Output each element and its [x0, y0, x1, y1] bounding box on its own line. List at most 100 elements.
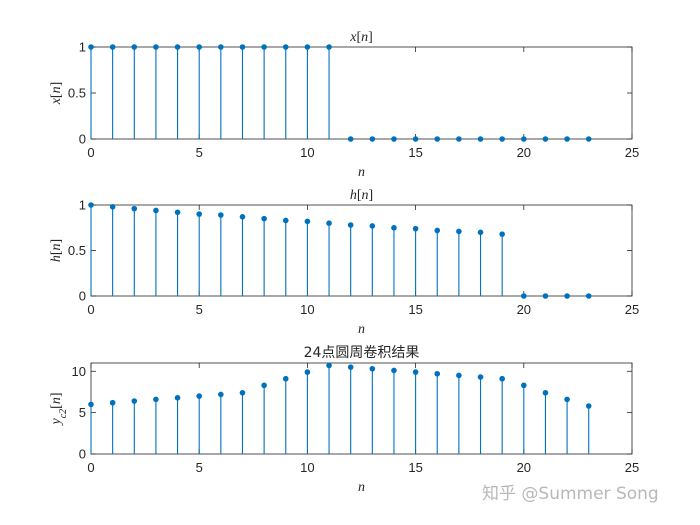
y-tick-label: 0	[79, 132, 86, 147]
watermark-text: 知乎 @Summer Song	[482, 484, 659, 504]
stem-marker	[239, 214, 246, 220]
stem-marker	[456, 136, 462, 142]
stem-marker	[261, 44, 267, 50]
stem-marker	[499, 375, 505, 382]
stem-marker	[564, 136, 570, 142]
y-axis-label: x[n]	[49, 82, 64, 106]
stem-marker	[261, 215, 267, 222]
y-axis-label: h[n]	[49, 239, 64, 262]
stem-marker	[347, 222, 354, 228]
x-tick-label: 20	[517, 145, 531, 160]
x-tick-label: 25	[625, 460, 639, 475]
x-tick-label: 10	[300, 145, 314, 160]
stem-marker	[521, 136, 527, 142]
subplots-group: 0 5 10 15 20 25 0 0.5 1 x[n] n x[n] 0 5 10 15 20 25 0 0.5 1 h…	[49, 30, 639, 495]
stem-marker	[521, 382, 527, 389]
stem-marker	[88, 401, 94, 408]
stem-marker	[174, 394, 181, 401]
subplot-title: x[n]	[349, 30, 373, 45]
subplot-title: h[n]	[350, 188, 373, 203]
stem-marker	[412, 136, 419, 142]
stem-marker	[304, 218, 311, 225]
stem-marker	[542, 293, 549, 299]
stem-marker	[109, 44, 116, 50]
x-tick-label: 5	[196, 145, 203, 160]
x-axis-label: n	[358, 165, 365, 180]
stem-marker	[304, 44, 311, 50]
x-tick-label: 0	[87, 302, 94, 317]
stem-marker	[131, 205, 138, 212]
stem-marker	[477, 136, 484, 142]
axes-frame	[90, 46, 633, 140]
stem-marker	[196, 393, 202, 399]
x-tick-label: 0	[87, 460, 94, 475]
stem-marker	[109, 399, 116, 406]
stem-marker	[326, 220, 332, 226]
x-axis-label: n	[358, 322, 365, 337]
x-tick-label: 5	[196, 302, 203, 317]
stem-marker	[153, 396, 159, 403]
stem-marker	[131, 44, 138, 50]
subplot-3: 0 5 10 15 20 25 0 5 10 24点圆周卷积结果 n yc2[n]	[49, 345, 639, 495]
subplot-2: 0 5 10 15 20 25 0 0.5 1 h[n] n h[n]	[49, 188, 639, 337]
stem-marker	[585, 403, 592, 409]
x-tick-label: 25	[625, 145, 639, 160]
stem-marker	[282, 44, 289, 50]
x-tick-label: 20	[517, 460, 531, 475]
axes-frame	[90, 362, 633, 455]
stem-marker	[261, 382, 267, 389]
stem-marker	[153, 207, 159, 214]
stem-marker	[412, 225, 419, 232]
stem-marker	[282, 217, 289, 224]
axes-frame	[90, 204, 633, 297]
stem-marker	[477, 374, 484, 380]
y-tick-label: 0.5	[68, 243, 86, 258]
y-tick-label: 5	[79, 405, 86, 420]
x-tick-label: 25	[625, 302, 639, 317]
stem-marker	[239, 44, 246, 50]
stem-marker	[391, 136, 397, 142]
stem-marker	[239, 389, 246, 396]
stem-marker	[564, 293, 570, 299]
subplot-1: 0 5 10 15 20 25 0 0.5 1 x[n] n x[n]	[49, 30, 639, 180]
stem-marker	[434, 370, 441, 377]
stem-marker	[391, 367, 397, 374]
stem-marker	[326, 362, 332, 369]
stem-marker	[196, 211, 202, 217]
y-tick-label: 0	[79, 289, 86, 304]
stem-marker	[412, 369, 419, 375]
x-tick-label: 10	[300, 460, 314, 475]
x-tick-label: 15	[408, 145, 422, 160]
x-tick-label: 5	[196, 460, 203, 475]
x-axis-label: n	[358, 480, 365, 495]
stem-marker	[434, 136, 441, 142]
x-tick-label: 20	[517, 302, 531, 317]
stem-marker	[347, 136, 354, 142]
stem-marker	[456, 228, 462, 235]
stem-marker	[131, 398, 138, 404]
stem-marker	[153, 44, 159, 50]
y-tick-label: 1	[79, 198, 86, 213]
stem-marker	[347, 364, 354, 370]
stem-marker	[585, 136, 592, 142]
x-tick-label: 0	[87, 145, 94, 160]
stem-marker	[88, 202, 94, 208]
stem-marker	[391, 224, 397, 231]
subplot-title: 24点圆周卷积结果	[304, 345, 420, 361]
stem-marker	[282, 375, 289, 382]
stem-marker	[326, 44, 332, 50]
x-tick-label: 15	[408, 460, 422, 475]
stem-marker	[564, 396, 570, 403]
stem-marker	[542, 389, 549, 396]
y-tick-label: 10	[72, 364, 86, 379]
stem-marker	[542, 136, 549, 142]
stem-marker	[109, 204, 116, 210]
stem-marker	[434, 227, 441, 234]
stem-marker	[88, 44, 94, 50]
x-tick-label: 10	[300, 302, 314, 317]
stem-marker	[218, 44, 224, 50]
stem-marker	[196, 44, 202, 50]
stem-marker	[456, 372, 462, 379]
stem-marker	[369, 223, 376, 229]
